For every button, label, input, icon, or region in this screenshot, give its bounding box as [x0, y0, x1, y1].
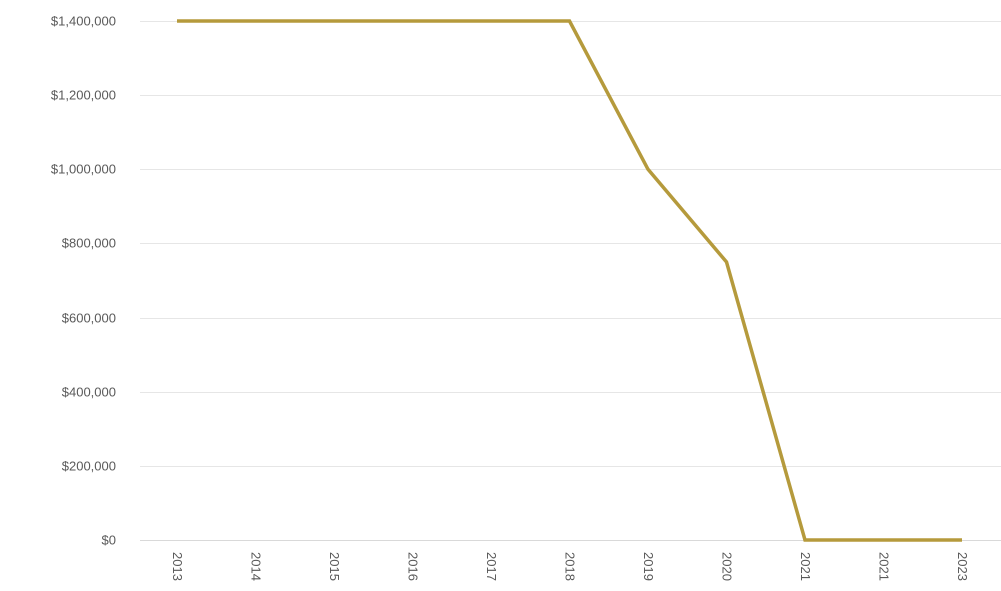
x-tick-label: 2015	[327, 552, 342, 581]
y-tick-label: $800,000	[62, 236, 116, 251]
x-tick-label: 2016	[406, 552, 421, 581]
x-tick-label: 2023	[955, 552, 970, 581]
y-tick-label: $1,000,000	[51, 162, 116, 177]
x-tick-label: 2017	[484, 552, 499, 581]
x-tick-label: 2019	[641, 552, 656, 581]
y-tick-label: $1,400,000	[51, 14, 116, 29]
x-tick-label: 2018	[563, 552, 578, 581]
x-tick-label: 2021	[798, 552, 813, 581]
y-tick-label: $1,200,000	[51, 88, 116, 103]
y-tick-label: $200,000	[62, 459, 116, 474]
y-axis-tick-labels: $0 $200,000 $400,000 $600,000 $800,000 $1,000…	[51, 14, 116, 548]
x-tick-label: 2021	[877, 552, 892, 581]
x-tick-label: 2013	[170, 552, 185, 581]
y-tick-label: $0	[102, 533, 116, 548]
y-tick-label: $400,000	[62, 385, 116, 400]
x-tick-label: 2014	[249, 552, 264, 581]
x-axis-tick-labels: 2013 2014 2015 2016 2017 2018 2019 2020 2021 2021…	[170, 552, 970, 581]
x-tick-label: 2020	[720, 552, 735, 581]
series-lines	[177, 19, 962, 542]
gridlines	[140, 21, 1001, 467]
series-line	[177, 19, 962, 542]
y-tick-label: $600,000	[62, 311, 116, 326]
